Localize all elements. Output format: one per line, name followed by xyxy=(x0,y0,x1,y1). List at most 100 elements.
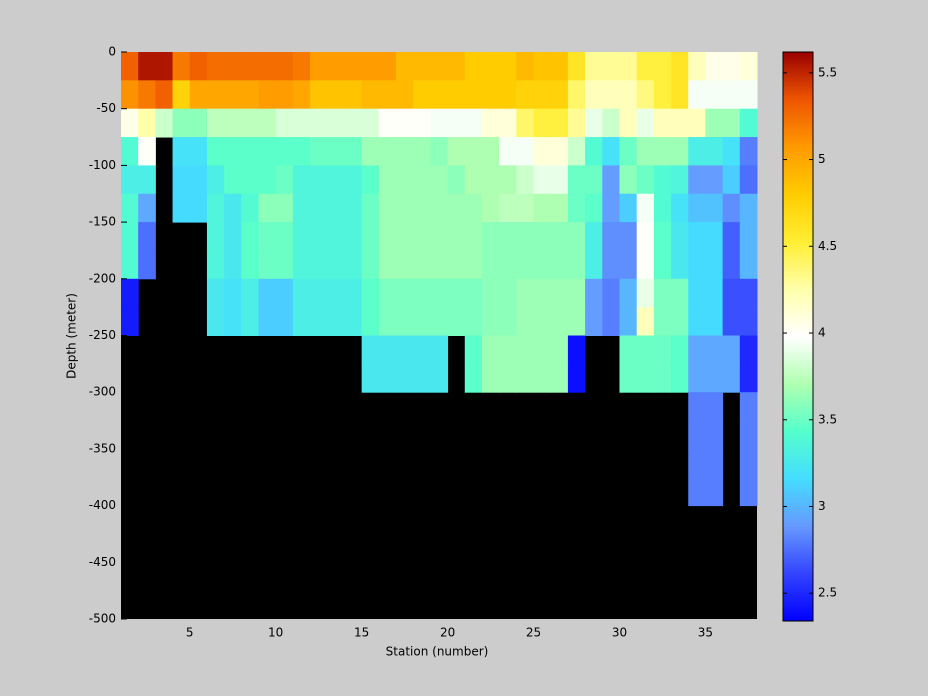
heat-cell xyxy=(361,80,380,110)
heat-cell xyxy=(224,108,242,138)
heat-cell xyxy=(481,250,500,280)
heat-cell xyxy=(292,193,311,223)
heat-cell xyxy=(292,80,311,110)
heat-cell xyxy=(602,52,620,81)
heat-cell xyxy=(378,108,397,138)
heat-cell xyxy=(602,250,620,280)
heat-cell xyxy=(378,80,397,110)
heat-cell xyxy=(310,52,328,81)
heat-cell xyxy=(688,108,706,138)
heat-cell xyxy=(224,80,242,110)
heat-cell xyxy=(172,52,191,81)
colorbar-tick-label: 5.5 xyxy=(818,65,837,79)
heat-cell xyxy=(292,137,311,166)
heat-cell xyxy=(121,108,139,138)
heat-cell xyxy=(619,165,638,195)
heat-cell xyxy=(516,335,535,365)
heat-cell xyxy=(327,250,345,280)
heat-cell xyxy=(224,52,242,81)
heat-cell xyxy=(275,80,294,110)
heat-cell xyxy=(671,222,689,251)
heat-cell xyxy=(189,52,208,81)
heat-cell xyxy=(275,52,294,81)
y-tick-label: -500 xyxy=(89,612,116,626)
heat-cell xyxy=(739,137,758,166)
heat-cell xyxy=(619,222,638,251)
heat-cell xyxy=(464,250,483,280)
heat-cell xyxy=(722,307,741,336)
heat-cell xyxy=(481,80,500,110)
heat-cell xyxy=(619,80,638,110)
heat-cell xyxy=(413,363,431,393)
heat-cell xyxy=(430,165,449,195)
heat-cell xyxy=(378,335,397,365)
heat-cell xyxy=(499,222,517,251)
heat-cell xyxy=(121,80,139,110)
heat-cell xyxy=(516,52,535,81)
heat-cell xyxy=(378,250,397,280)
heat-cell xyxy=(396,363,414,393)
x-tick-label: 25 xyxy=(526,626,541,640)
heat-cell xyxy=(206,222,225,251)
heat-cell xyxy=(464,307,483,336)
heat-cell xyxy=(258,278,277,308)
heat-cell xyxy=(722,278,741,308)
heat-cell xyxy=(396,52,414,81)
heat-cell xyxy=(533,222,552,251)
heat-cell xyxy=(292,108,311,138)
heat-cell xyxy=(585,108,603,138)
heat-cell xyxy=(671,307,689,336)
heat-cell xyxy=(413,137,431,166)
x-tick-label: 5 xyxy=(186,626,194,640)
heat-cell xyxy=(344,250,363,280)
heat-cell xyxy=(327,165,345,195)
heat-cell xyxy=(327,52,345,81)
heat-cell xyxy=(172,165,191,195)
heat-cell xyxy=(602,80,620,110)
heat-cell xyxy=(739,477,758,507)
heat-cell xyxy=(344,193,363,223)
heat-cell xyxy=(396,307,414,336)
heat-cell xyxy=(567,165,586,195)
heat-cell xyxy=(258,307,277,336)
colorbar xyxy=(782,51,814,622)
heat-cell xyxy=(481,52,500,81)
heat-cell xyxy=(602,137,620,166)
heat-cell xyxy=(275,108,294,138)
heat-cell xyxy=(722,222,741,251)
heat-cell xyxy=(499,278,517,308)
heat-cell xyxy=(567,278,586,308)
heat-cell xyxy=(481,335,500,365)
heat-cell xyxy=(550,108,569,138)
heat-cell xyxy=(567,137,586,166)
heat-cell xyxy=(688,448,706,478)
heat-cell xyxy=(705,307,724,336)
heat-cell xyxy=(567,363,586,393)
heat-cell xyxy=(671,363,689,393)
heat-cell xyxy=(705,420,724,450)
heat-cell xyxy=(533,80,552,110)
heat-cell xyxy=(550,335,569,365)
heat-cell xyxy=(378,307,397,336)
heat-cell xyxy=(344,278,363,308)
heat-cell xyxy=(705,335,724,365)
heat-cell xyxy=(430,80,449,110)
heat-cell xyxy=(705,222,724,251)
heat-cell xyxy=(430,52,449,81)
heat-cell xyxy=(138,165,156,195)
x-tick-label: 20 xyxy=(440,626,455,640)
heat-cell xyxy=(206,52,225,81)
y-tick-label: -250 xyxy=(89,328,116,342)
heat-cell xyxy=(705,448,724,478)
heat-cell xyxy=(258,250,277,280)
heat-cell xyxy=(481,307,500,336)
heat-cell xyxy=(430,335,449,365)
heat-cell xyxy=(619,278,638,308)
heat-cell xyxy=(310,250,328,280)
heat-cell xyxy=(361,250,380,280)
heat-cell xyxy=(671,193,689,223)
heat-cell xyxy=(464,52,483,81)
heat-cell xyxy=(344,307,363,336)
heat-cell xyxy=(396,278,414,308)
heat-cell xyxy=(396,193,414,223)
